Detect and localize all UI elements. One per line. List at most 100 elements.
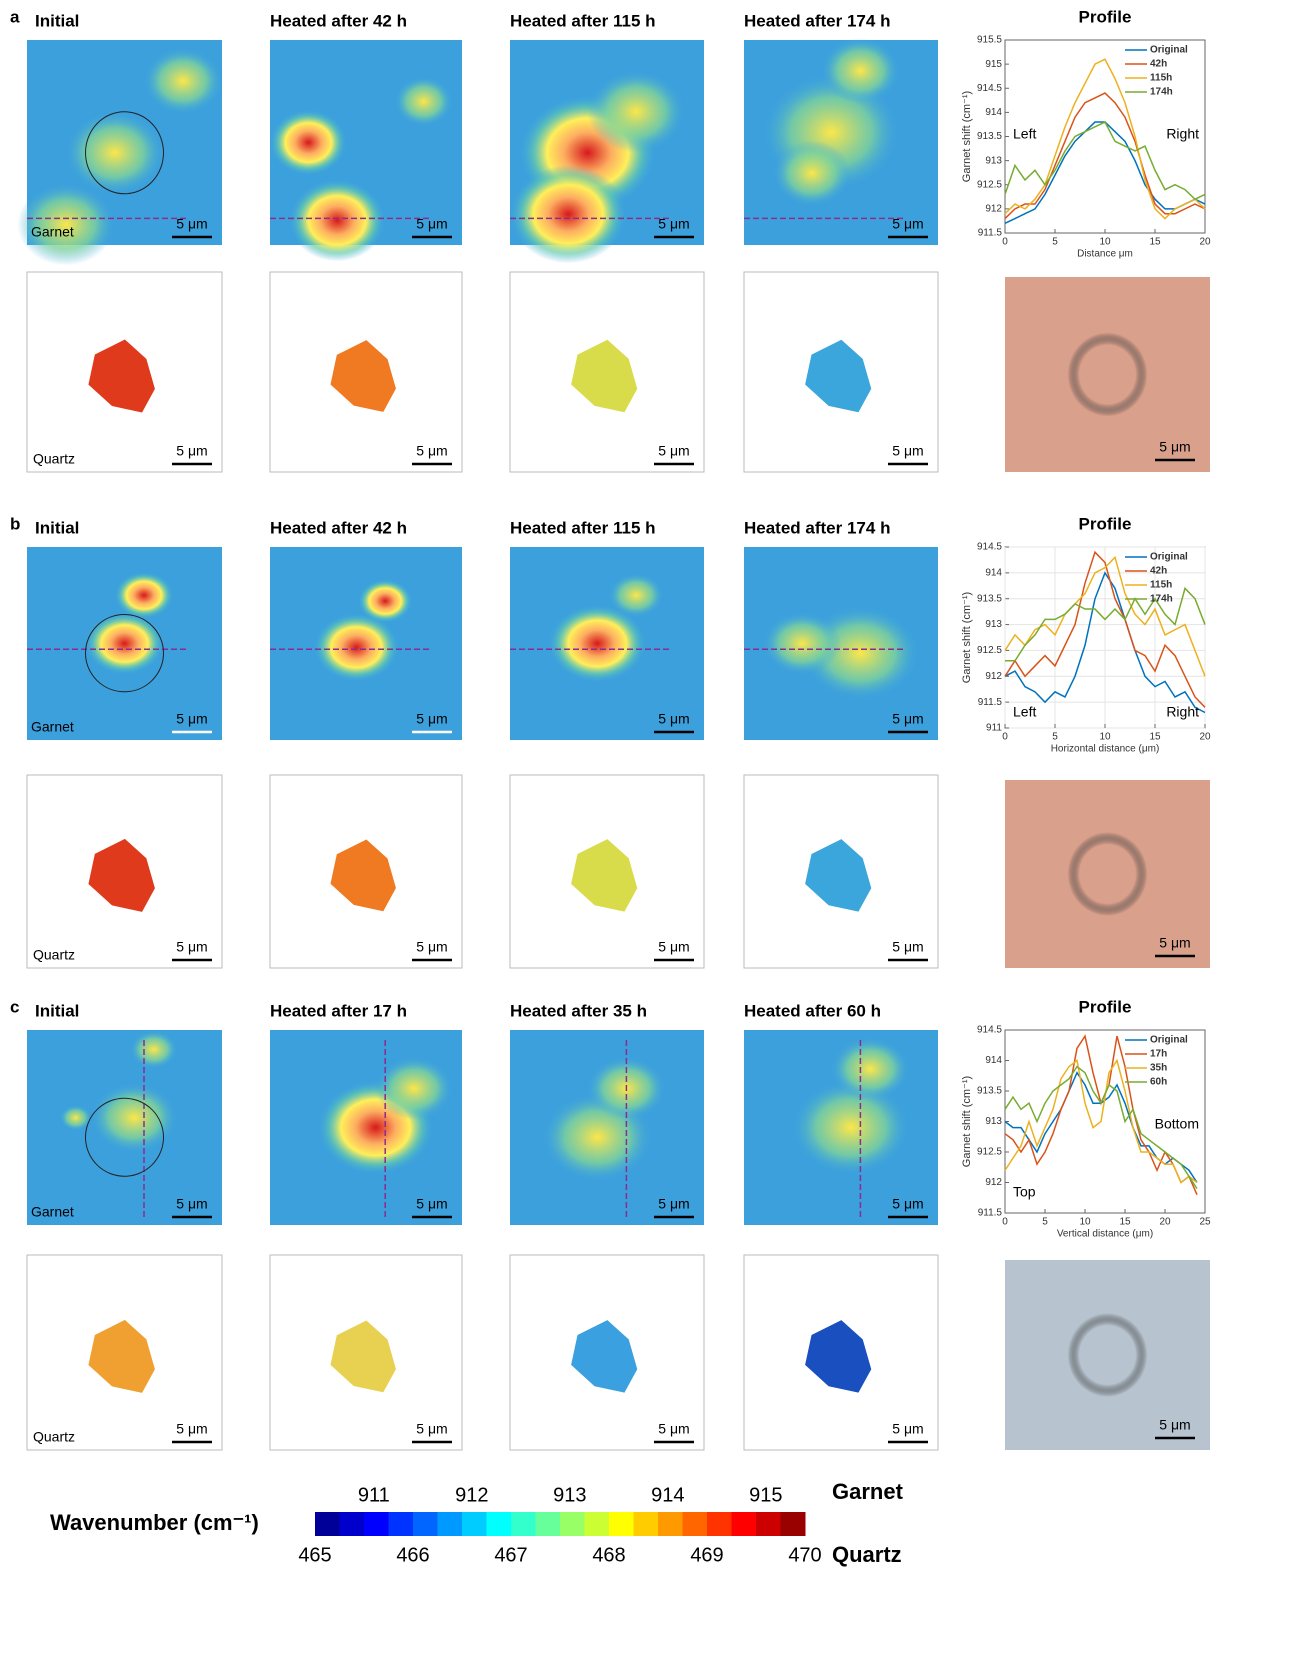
map-title: Heated after 174 h: [744, 518, 890, 537]
scale-label: 5 μm: [1159, 1417, 1190, 1433]
y-axis-label: Garnet shift (cm⁻¹): [961, 1076, 973, 1167]
x-tick-label: 5: [1052, 237, 1058, 248]
colorbar-cell: [781, 1512, 806, 1536]
x-tick-label: 0: [1002, 1217, 1008, 1228]
x-axis-label: Horizontal distance (μm): [1051, 744, 1160, 755]
scale-label: 5 μm: [176, 1196, 207, 1212]
grain-ring: [1068, 832, 1148, 916]
scale-label: 5 μm: [892, 711, 923, 727]
colorbar-cell: [536, 1512, 561, 1536]
colorbar-cell: [683, 1512, 708, 1536]
legend-label: 60h: [1150, 1077, 1167, 1088]
y-tick-label: 913: [985, 155, 1002, 166]
colorbar-cell: [609, 1512, 634, 1536]
colorbar-cell: [658, 1512, 683, 1536]
scale-label: 5 μm: [658, 443, 689, 459]
map-title: Initial: [35, 518, 79, 537]
colorbar-cell: [585, 1512, 610, 1536]
x-tick-label: 20: [1199, 732, 1211, 743]
side-label: Right: [1166, 704, 1199, 720]
scale-label: 5 μm: [892, 1421, 923, 1437]
scale-label: 5 μm: [416, 1421, 447, 1437]
hot-spot: [91, 1083, 177, 1152]
y-tick-label: 913: [985, 619, 1002, 630]
y-tick-label: 911.5: [978, 1208, 1003, 1219]
x-tick-label: 0: [1002, 732, 1008, 743]
map-title: Heated after 115 h: [510, 518, 656, 537]
legend-label: 174h: [1150, 87, 1173, 98]
side-label: Top: [1013, 1184, 1036, 1200]
colorbar-cell: [487, 1512, 512, 1536]
hot-spot: [831, 1038, 909, 1100]
colorbar-cell: [364, 1512, 389, 1536]
y-axis-label: Garnet shift (cm⁻¹): [961, 592, 973, 683]
scale-label: 5 μm: [658, 939, 689, 955]
scale-label: 5 μm: [658, 1196, 689, 1212]
colorbar-cell: [389, 1512, 414, 1536]
x-tick-label: 10: [1079, 1217, 1091, 1228]
hot-spot: [763, 613, 841, 675]
colorbar-garnet-label: Garnet: [832, 1479, 904, 1504]
legend-label: 17h: [1150, 1049, 1167, 1060]
colorbar-cell: [462, 1512, 487, 1536]
y-tick-label: 913.5: [977, 131, 1002, 142]
scale-label: 5 μm: [176, 443, 207, 459]
hot-spot: [115, 572, 174, 618]
legend-label: Original: [1150, 552, 1188, 563]
y-tick-label: 912: [985, 1177, 1002, 1188]
quartz-tick-label: 467: [494, 1544, 527, 1566]
quartz-tick-label: 470: [788, 1544, 821, 1566]
side-label: Left: [1013, 126, 1036, 142]
hot-spot: [66, 112, 164, 194]
x-axis-label: Vertical distance (μm): [1057, 1229, 1153, 1240]
panel-letter: b: [10, 514, 20, 533]
scale-label: 5 μm: [176, 216, 207, 232]
scale-label: 5 μm: [658, 711, 689, 727]
y-tick-label: 912.5: [977, 179, 1002, 190]
scale-label: 5 μm: [176, 1421, 207, 1437]
y-tick-label: 912.5: [977, 1147, 1002, 1158]
garnet-label: Garnet: [31, 224, 74, 240]
hot-spot: [395, 77, 453, 126]
scale-label: 5 μm: [1159, 439, 1190, 455]
colorbar-cell: [634, 1512, 659, 1536]
grain-ring: [1068, 333, 1148, 417]
map-title: Heated after 35 h: [510, 1001, 647, 1020]
figure: a Initial Garnet 5 μm 5 μm Quartz Heated after…: [0, 0, 1289, 1662]
map-title: Heated after 115 h: [510, 11, 656, 30]
legend-label: 115h: [1150, 580, 1172, 591]
hot-spot: [376, 1057, 453, 1119]
x-tick-label: 5: [1042, 1217, 1048, 1228]
colorbar-cell: [732, 1512, 757, 1536]
panel-letter: a: [10, 7, 20, 26]
quartz-tick-label: 468: [592, 1544, 625, 1566]
colorbar-quartz-label: Quartz: [832, 1542, 902, 1567]
x-tick-label: 0: [1002, 237, 1008, 248]
garnet-tick-label: 911: [358, 1484, 390, 1506]
y-tick-label: 915.5: [977, 35, 1002, 46]
map-title: Initial: [35, 1001, 79, 1020]
y-tick-label: 914.5: [977, 83, 1002, 94]
scale-label: 5 μm: [176, 939, 207, 955]
grain-ring: [1068, 1313, 1148, 1397]
y-tick-label: 914.5: [977, 542, 1002, 553]
colorbar-cell: [413, 1512, 438, 1536]
colorbar-cell: [315, 1512, 340, 1536]
y-tick-label: 912.5: [977, 645, 1002, 656]
colorbar-cell: [560, 1512, 585, 1536]
y-tick-label: 914.5: [977, 1025, 1002, 1036]
legend-label: 42h: [1150, 59, 1167, 70]
x-tick-label: 15: [1149, 237, 1161, 248]
colorbar-title: Wavenumber (cm⁻¹): [50, 1510, 259, 1535]
map-title: Initial: [35, 11, 79, 30]
y-tick-label: 913.5: [977, 1086, 1002, 1097]
chart-title: Profile: [1079, 514, 1132, 533]
x-tick-label: 10: [1099, 732, 1111, 743]
y-tick-label: 914: [985, 107, 1002, 118]
colorbar-cell: [340, 1512, 365, 1536]
hot-spot: [86, 613, 164, 675]
y-tick-label: 914: [985, 567, 1002, 578]
hot-spot: [822, 38, 900, 104]
map-title: Heated after 42 h: [270, 11, 407, 30]
hot-spot: [510, 165, 626, 263]
